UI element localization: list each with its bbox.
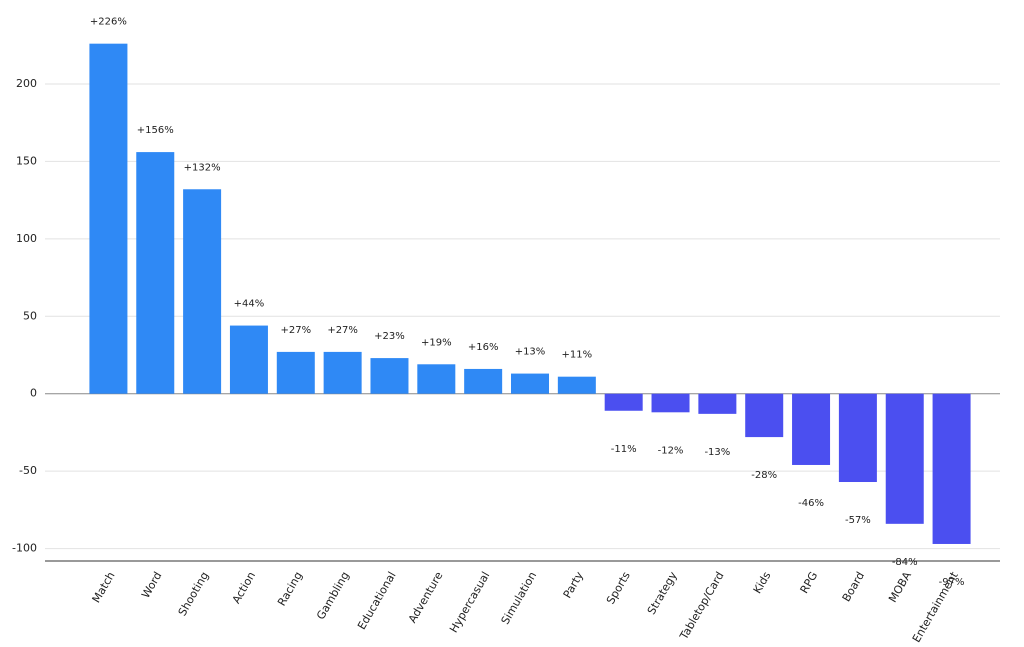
bar [932,393,971,544]
y-tick-label: -100 [12,542,37,555]
x-tick-label: Gambling [314,570,352,622]
bar [89,43,128,394]
value-label: -84% [892,557,918,568]
bar [370,358,409,394]
bar [136,152,175,394]
x-tick-label: RPG [798,570,821,596]
y-tick-label: -50 [19,464,37,477]
value-label: -28% [751,470,777,481]
bar [417,364,456,394]
bar [557,376,596,394]
x-tick-label: Action [230,569,258,605]
value-label: +27% [327,325,358,336]
bar [464,368,503,394]
value-label: -12% [658,445,684,456]
value-label: +27% [280,325,311,336]
value-label: -13% [704,447,730,458]
x-tick-label: Match [90,569,118,605]
x-tick-label: Tabletop/Card [677,570,727,643]
y-tick-label: 0 [30,387,37,400]
x-tick-label: Educational [355,570,399,632]
x-tick-label: Sports [604,569,633,606]
value-label: +226% [90,17,127,28]
y-tick-label: 100 [16,232,37,245]
y-tick-label: 50 [23,309,37,322]
y-tick-label: 150 [16,154,37,167]
x-tick-label: Simulation [499,569,540,626]
value-label: +132% [184,162,221,173]
bar [604,393,643,411]
value-label: +19% [421,337,452,348]
x-tick-label: Board [840,570,867,605]
x-tick-label: Word [139,570,164,601]
x-tick-label: Adventure [406,569,446,625]
value-label: -97% [939,577,965,588]
bar [323,351,362,394]
bar [651,393,690,413]
x-tick-label: Shooting [176,570,212,619]
x-tick-label: Party [561,569,587,600]
bar [792,393,831,465]
value-label: +23% [374,331,405,342]
x-tick-label: Racing [275,570,305,609]
bar [885,393,924,524]
bar [838,393,877,483]
y-tick-label: 200 [16,77,37,90]
value-label: -11% [611,444,637,455]
value-label: +13% [515,347,546,358]
x-tick-label: MOBA [886,569,914,605]
bar [276,351,315,394]
value-label: +156% [137,125,174,136]
x-tick-label: Hypercasual [447,570,492,635]
bar [698,393,737,414]
value-label: -46% [798,498,824,509]
x-tick-label: Strategy [645,569,680,617]
bar [183,189,222,394]
x-tick-label: Kids [751,569,774,596]
value-label: -57% [845,515,871,526]
bar [511,373,549,394]
bar [229,325,268,394]
value-label: +11% [562,350,593,361]
value-label: +16% [468,342,499,353]
bar [745,393,784,438]
value-label: +44% [234,299,265,310]
